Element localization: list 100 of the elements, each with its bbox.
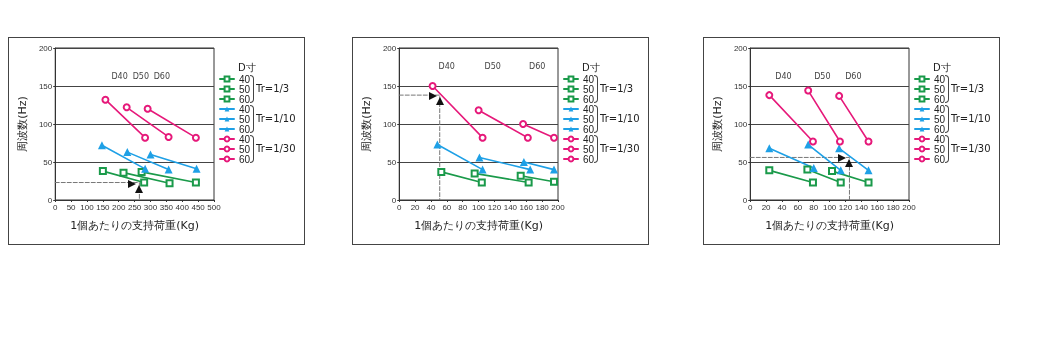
point bbox=[470, 169, 479, 178]
legend-label: 50 bbox=[934, 83, 946, 95]
legend-label: 60 bbox=[934, 153, 946, 165]
text: Tr=1/30 bbox=[256, 143, 296, 154]
point bbox=[835, 91, 844, 100]
x-tick-label: 180 bbox=[535, 202, 550, 212]
x-tick-label: 350 bbox=[159, 202, 174, 212]
point bbox=[164, 132, 173, 141]
legend-label: 50 bbox=[583, 143, 595, 155]
x-tick-label: 400 bbox=[175, 202, 190, 212]
text: Tr=1/10 bbox=[600, 113, 640, 124]
point bbox=[143, 104, 152, 113]
x-tick-label: 200 bbox=[112, 202, 126, 212]
legend-label: 50 bbox=[583, 83, 595, 95]
text: Tr=1/3 bbox=[600, 83, 634, 94]
point bbox=[478, 133, 487, 142]
point bbox=[428, 82, 437, 90]
y-tick-label: 50 bbox=[387, 157, 397, 167]
point bbox=[474, 106, 483, 115]
point bbox=[864, 178, 873, 187]
annotation: D60 bbox=[529, 62, 546, 72]
legend-label: 40 bbox=[239, 73, 251, 85]
point bbox=[864, 137, 873, 146]
point bbox=[516, 171, 525, 180]
legend-label: 50 bbox=[934, 113, 946, 125]
text: Tr=1/30 bbox=[600, 143, 640, 154]
x-tick-label: 150 bbox=[96, 202, 111, 212]
x-tick-label: 60 bbox=[442, 202, 452, 212]
y-tick-label: 100 bbox=[733, 119, 748, 129]
x-tick-label: 120 bbox=[487, 202, 502, 212]
x-tick-label: 50 bbox=[66, 202, 77, 212]
point bbox=[122, 103, 131, 112]
legend-label: 60 bbox=[934, 123, 946, 135]
y-tick-label: 200 bbox=[733, 43, 748, 53]
x-tick-label: 20 bbox=[761, 202, 772, 212]
x-tick-label: 140 bbox=[503, 202, 518, 212]
point bbox=[141, 133, 150, 142]
legend-title: D寸 bbox=[238, 62, 256, 73]
x-axis-title: 1個あたりの支持荷重(Kg) bbox=[414, 219, 544, 232]
x-tick-label: 80 bbox=[458, 202, 468, 212]
y-tick-label: 0 bbox=[742, 195, 748, 205]
text: Tr=1/10 bbox=[951, 113, 991, 124]
x-tick-label: 250 bbox=[127, 202, 142, 212]
x-tick-label: 60 bbox=[793, 202, 803, 212]
x-tick-label: 160 bbox=[870, 202, 885, 212]
y-tick-label: 150 bbox=[38, 81, 53, 91]
annotation: D60 bbox=[153, 72, 170, 82]
legend-label: 40 bbox=[934, 73, 946, 85]
y-axis-title: 周波数(Hz) bbox=[711, 96, 724, 152]
annotation: D40 bbox=[775, 72, 792, 82]
text: Tr=1/3 bbox=[256, 83, 290, 94]
legend-label: 40 bbox=[583, 133, 595, 145]
x-tick-label: 40 bbox=[777, 202, 787, 212]
legend-title: D寸 bbox=[933, 62, 951, 73]
legend-label: 50 bbox=[239, 83, 251, 95]
x-tick-label: 160 bbox=[519, 202, 534, 212]
x-tick-label: 120 bbox=[838, 202, 853, 212]
point bbox=[765, 91, 774, 100]
annotation: D60 bbox=[845, 72, 862, 82]
x-tick-label: 100 bbox=[80, 202, 95, 212]
point bbox=[524, 178, 533, 187]
x-tick-label: 500 bbox=[207, 202, 222, 212]
y-tick-label: 0 bbox=[47, 195, 53, 205]
x-tick-label: 40 bbox=[426, 202, 436, 212]
annotation: D40 bbox=[111, 72, 128, 82]
legend-label: 60 bbox=[239, 123, 251, 135]
y-tick-label: 200 bbox=[382, 43, 397, 53]
text: Tr=1/30 bbox=[951, 143, 991, 154]
point bbox=[550, 133, 559, 142]
legend-title: D寸 bbox=[582, 62, 600, 73]
point bbox=[804, 86, 813, 95]
point bbox=[101, 95, 110, 104]
legend-label: 50 bbox=[239, 113, 251, 125]
legend-label: 50 bbox=[239, 143, 251, 155]
legend-label: 50 bbox=[583, 113, 595, 125]
point bbox=[119, 168, 128, 177]
point bbox=[191, 133, 200, 142]
x-tick-label: 20 bbox=[410, 202, 421, 212]
point bbox=[519, 120, 528, 128]
x-tick-label: 140 bbox=[854, 202, 869, 212]
y-axis-title: 周波数(Hz) bbox=[360, 96, 373, 152]
y-tick-label: 200 bbox=[38, 43, 53, 53]
y-tick-label: 50 bbox=[738, 157, 748, 167]
x-tick-label: 450 bbox=[191, 202, 206, 212]
x-tick-label: 100 bbox=[471, 202, 486, 212]
y-axis-title: 周波数(Hz) bbox=[16, 96, 29, 152]
point bbox=[140, 178, 149, 187]
point bbox=[437, 167, 446, 176]
legend-label: 40 bbox=[239, 133, 251, 145]
point bbox=[765, 166, 774, 175]
legend-label: 40 bbox=[583, 103, 595, 115]
y-tick-label: 100 bbox=[38, 119, 53, 129]
point bbox=[828, 167, 837, 176]
point bbox=[477, 178, 486, 187]
annotation: D40 bbox=[438, 62, 455, 72]
point bbox=[523, 133, 532, 142]
x-tick-label: 200 bbox=[551, 202, 566, 212]
legend-label: 50 bbox=[934, 143, 946, 155]
y-tick-label: 100 bbox=[382, 119, 397, 129]
legend-label: 60 bbox=[583, 123, 595, 135]
